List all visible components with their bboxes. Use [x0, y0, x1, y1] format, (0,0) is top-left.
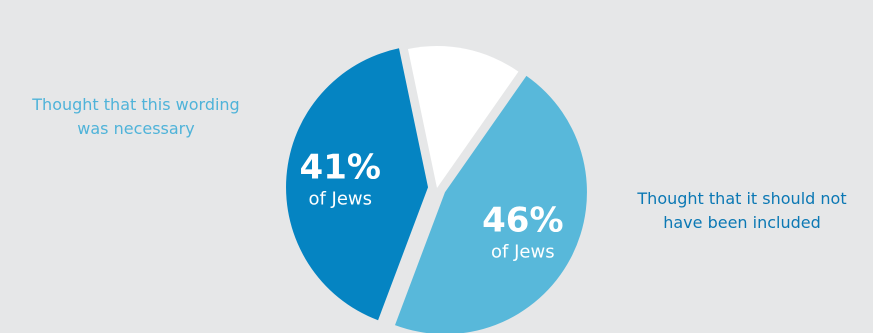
slice-not-included-percent: 41%	[300, 148, 381, 188]
slice-other	[407, 46, 519, 189]
callout-left-line-2: was necessary	[77, 119, 195, 138]
slice-necessary-sublabel: of Jews	[491, 241, 555, 262]
callout-right-line-2: have been included	[663, 213, 821, 232]
slice-not-included-sublabel: of Jews	[308, 189, 372, 210]
slice-necessary-percent: 46%	[482, 200, 563, 240]
callout-left: Thought that this wording was necessary	[0, 93, 272, 141]
slice-necessary	[395, 75, 587, 333]
callout-right: Thought that it should not have been inc…	[612, 187, 872, 235]
slice-not-included	[286, 48, 429, 321]
callout-left-line-1: Thought that this wording	[32, 95, 240, 114]
pie-slices	[286, 46, 587, 333]
callout-right-line-1: Thought that it should not	[637, 189, 847, 208]
